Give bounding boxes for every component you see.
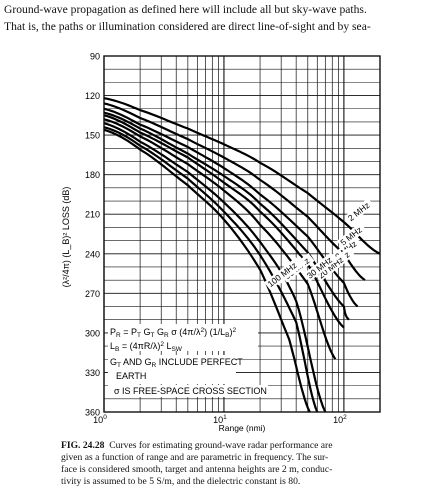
series-label-2-mhz: 2 MHz <box>346 200 372 223</box>
y-tick-label: 120 <box>85 91 100 101</box>
y-tick-label: 300 <box>85 328 100 338</box>
intro-paragraph: Ground-wave propagation as defined here … <box>4 1 442 35</box>
y-tick-label: 240 <box>85 249 100 259</box>
intro-line: Ground-wave propagation as defined here … <box>4 3 367 16</box>
caption-line: face is considered smooth, target and an… <box>61 464 333 475</box>
x-tick-exponent: 2 <box>343 414 347 421</box>
caption-line: given as a function of range and are par… <box>61 452 329 463</box>
sigma-note: σ IS FREE-SPACE CROSS SECTION <box>114 386 267 396</box>
y-tick-label: 150 <box>85 131 100 141</box>
y-tick-label: 270 <box>85 289 100 299</box>
x-tick-labels: 100 101 102 <box>93 414 347 425</box>
curve-10-mhz <box>104 107 359 308</box>
intro-line: That is, the paths or illumination consi… <box>4 20 371 33</box>
y-tick-labels: 90 120 150 180 210 240 270 300 330 360 <box>85 52 100 418</box>
x-tick-label: 102 <box>333 414 347 425</box>
formula-pr: PR = PT GT GR σ (4π/λ2) (1/LB)2 <box>110 327 236 339</box>
curve-5-mhz <box>104 102 366 281</box>
formula-bg <box>108 324 258 351</box>
series-label-bg <box>314 252 349 282</box>
y-tick-label: 90 <box>90 52 100 62</box>
x-tick-exponent: 0 <box>103 414 107 421</box>
y-tick-label: 360 <box>85 408 100 418</box>
x-tick-base: 10 <box>333 415 343 425</box>
curve-50-mhz <box>104 122 327 412</box>
y-tick-label: 210 <box>85 210 100 220</box>
curve-30-mhz <box>104 118 337 360</box>
x-tick-exponent: 1 <box>223 414 227 421</box>
series-label-bg <box>344 197 375 225</box>
caption-text: Curves for estimating ground-wave radar … <box>104 440 333 451</box>
series-label-bg <box>264 257 303 291</box>
x-tick-base: 10 <box>93 415 103 425</box>
sigma-note-bg <box>108 385 268 397</box>
formula-lb: LB = (4πR/λ)2 LSW <box>110 341 183 353</box>
curve-15-mhz <box>104 111 350 321</box>
caption-line: tivity is assumed to be 5 S/m, and the d… <box>61 476 301 487</box>
x-axis-title: Range (nmi) <box>219 423 266 433</box>
y-axis-title: (λ²/4π) (L_B)² LOSS (dB) <box>61 187 71 288</box>
series-label-bg <box>303 252 338 282</box>
figure-caption: FIG. 24.28 Curves for estimating ground-… <box>61 440 439 488</box>
gains-note: GT AND GR INCLUDE PERFECT <box>110 357 243 369</box>
x-tick-label: 100 <box>93 414 107 425</box>
y-axis-title-text: (λ²/4π) (L_B)² LOSS (dB) <box>61 187 71 288</box>
curve-100-mhz <box>104 128 311 412</box>
x-tick-label: 101 <box>213 414 227 425</box>
curve-2-mhz <box>104 97 380 255</box>
y-tick-label: 180 <box>85 170 100 180</box>
caption-line-1: FIG. 24.28 Curves for estimating ground-… <box>61 440 439 452</box>
y-tick-label: 330 <box>85 368 100 378</box>
x-tick-base: 10 <box>213 415 223 425</box>
curve-70-mhz <box>104 126 319 412</box>
plot-frame <box>103 55 381 413</box>
note-bg <box>108 355 236 384</box>
figure-label: FIG. 24.28 <box>61 440 105 451</box>
series-label-bg <box>336 222 367 249</box>
formula-annotation: PR = PT GT GR σ (4π/λ2) (1/LB)2 LB = (4π… <box>108 324 268 397</box>
earth-note: EARTH <box>116 371 146 381</box>
